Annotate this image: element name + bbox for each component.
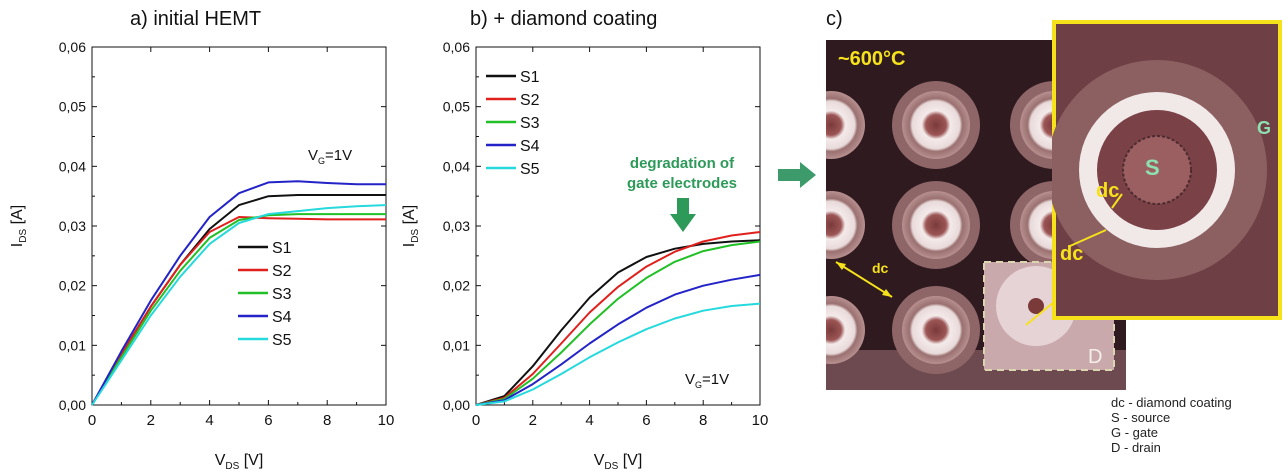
y-tick-label: 0,06 (59, 39, 86, 55)
micrograph-legend: dc - diamond coating S - source G - gate… (1111, 395, 1232, 455)
x-tick-label: 10 (378, 412, 395, 429)
x-tick-label: 8 (323, 412, 331, 429)
legend-label-S3: S3 (520, 115, 540, 132)
x-tick-label: 4 (585, 412, 593, 429)
legend-label-S1: S1 (272, 240, 292, 257)
y-tick-label: 0,05 (443, 99, 470, 115)
gate-voltage-annotation: VG=1V (685, 371, 729, 390)
temperature-label: ~600°C (838, 48, 906, 70)
y-tick-label: 0,01 (443, 337, 470, 353)
y-tick-label: 0,05 (59, 99, 86, 115)
x-tick-label: 2 (529, 412, 537, 429)
panel-a-title: a) initial HEMT (130, 8, 262, 30)
legend-label-S2: S2 (272, 263, 292, 280)
y-tick-label: 0,03 (59, 218, 86, 234)
legend-label-S1: S1 (520, 69, 540, 86)
zoom-inset (1052, 20, 1282, 320)
legend-label-S3: S3 (272, 286, 292, 303)
y-tick-label: 0,02 (443, 278, 470, 294)
y-tick-label: 0,04 (59, 158, 86, 174)
x-tick-label: 6 (642, 412, 650, 429)
dc-label-inset-inner: dc (1096, 180, 1120, 202)
legend-dc: dc - diamond coating (1111, 395, 1232, 410)
series-line-S4 (91, 180, 386, 406)
x-tick-label: 0 (472, 412, 480, 429)
panel-b-title: b) + diamond coating (470, 8, 658, 30)
right-arrow-icon (778, 162, 816, 188)
x-tick-label: 2 (147, 412, 155, 429)
series-line-S3 (475, 240, 761, 406)
legend-label-S5: S5 (520, 161, 540, 178)
series-line-S3 (91, 213, 386, 406)
gate-marker: G (1257, 118, 1272, 138)
y-axis-label: IDS [A] (401, 205, 421, 247)
y-axis-label: IDS [A] (9, 205, 29, 247)
degradation-note-line2: gate electrodes (627, 175, 737, 192)
x-tick-label: 0 (88, 412, 96, 429)
x-tick-label: 6 (264, 412, 272, 429)
x-tick-label: 4 (205, 412, 213, 429)
series-line-S2 (91, 216, 386, 406)
dc-label-inset-outer: dc (1060, 243, 1084, 265)
series-line-S4 (475, 273, 761, 406)
panel-c-label: c) (826, 8, 843, 30)
x-axis-label: VDS [V] (215, 452, 264, 472)
down-arrow-icon (670, 198, 696, 232)
x-tick-label: 10 (752, 412, 769, 429)
y-tick-label: 0,00 (59, 397, 86, 413)
y-tick-label: 0,06 (443, 39, 470, 55)
series-line-S2 (475, 231, 761, 406)
gate-voltage-annotation: VG=1V (308, 147, 352, 166)
legend-label-S4: S4 (272, 309, 292, 326)
plot-frame (91, 46, 387, 406)
plot-frame (475, 46, 761, 406)
legend-label-S2: S2 (520, 92, 540, 109)
series-line-S5 (91, 204, 387, 406)
legend-label-S4: S4 (520, 138, 540, 155)
chart-b: 0 2 4 6 8 10 0,00 0,01 0,02 0,03 0,04 0,05 0,06 VDS [… (401, 39, 769, 472)
series-line-S5 (475, 302, 761, 406)
series-line-S1 (475, 239, 761, 406)
x-tick-label: 8 (699, 412, 707, 429)
y-tick-label: 0,03 (443, 218, 470, 234)
drain-marker: D (1088, 346, 1103, 368)
series-line-S1 (91, 194, 386, 406)
degradation-note-line1: degradation of (630, 155, 735, 172)
y-tick-label: 0,02 (59, 278, 86, 294)
legend-label-S5: S5 (272, 332, 292, 349)
legend-gate: G - gate (1111, 425, 1158, 440)
legend-source: S - source (1111, 410, 1171, 425)
source-marker: S (1145, 155, 1160, 180)
x-axis-label: VDS [V] (594, 452, 643, 472)
legend-drain: D - drain (1111, 440, 1161, 455)
y-tick-label: 0,04 (443, 158, 470, 174)
y-tick-label: 0,00 (443, 397, 470, 413)
dc-label-left: dc (872, 260, 889, 276)
chart-a: 0 2 4 6 8 10 0,00 0,01 0,02 0,03 0,04 0,05 0,06 VDS [… (9, 39, 395, 472)
y-tick-label: 0,01 (59, 337, 86, 353)
